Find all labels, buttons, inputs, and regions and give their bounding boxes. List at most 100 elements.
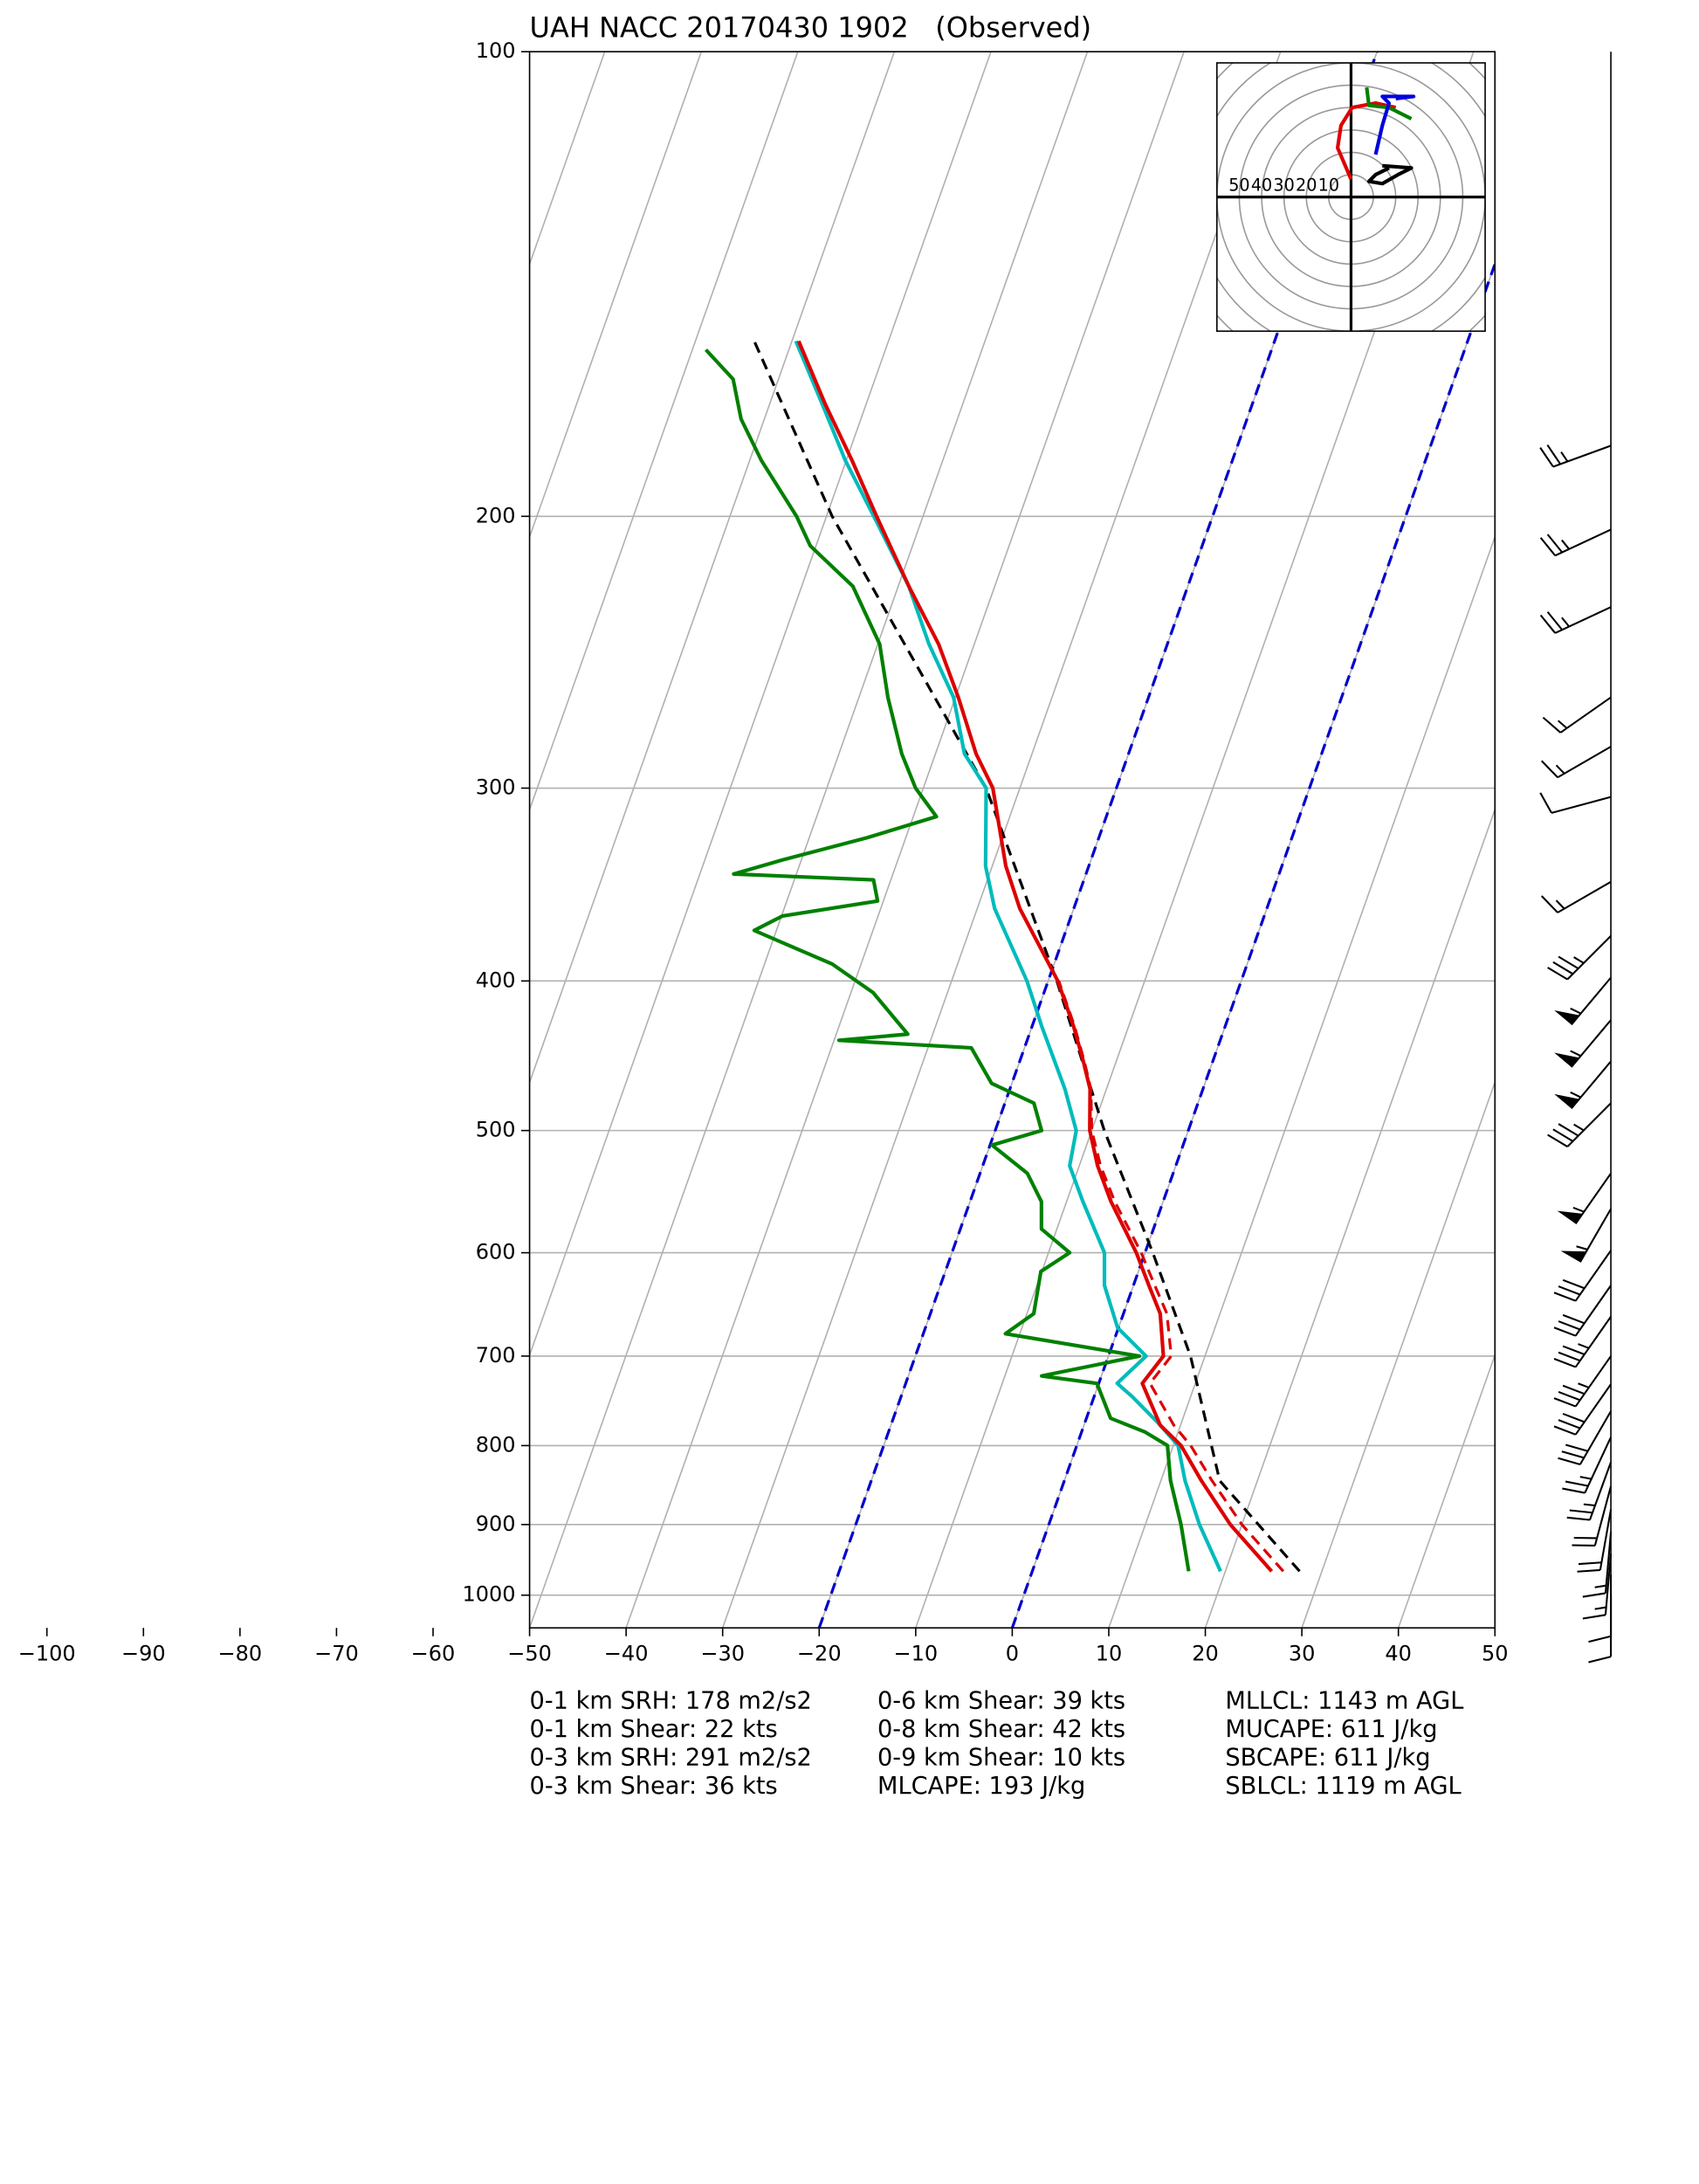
barb-staff <box>1574 1173 1612 1224</box>
wind-barb <box>1557 1173 1612 1224</box>
isotherm <box>529 52 1089 1629</box>
barb-flag <box>1554 1052 1579 1068</box>
wind-barb <box>1566 1462 1613 1521</box>
x-tick-label: −40 <box>604 1642 649 1666</box>
x-tick-label: 0 <box>1006 1642 1019 1666</box>
barb-staff <box>1574 1285 1612 1337</box>
barb-feather <box>1553 1358 1577 1368</box>
y-tick-label: 100 <box>476 38 516 63</box>
barb-feather <box>1541 760 1558 778</box>
barb-half <box>1594 1606 1606 1610</box>
wind-barb <box>1539 444 1612 468</box>
highlight-isotherm <box>817 52 1379 1629</box>
profile-line <box>704 348 1191 1572</box>
index-text: MUCAPE: 611 J/kg <box>1225 1716 1437 1743</box>
barb-staff <box>1557 880 1612 913</box>
barb-feather <box>1558 1419 1581 1430</box>
barb-half <box>1573 1123 1585 1132</box>
barb-staff <box>1574 1250 1612 1302</box>
wind-barb <box>1539 528 1612 557</box>
index-text: MLLCL: 1143 m AGL <box>1225 1687 1463 1714</box>
barb-staff <box>1566 1102 1612 1147</box>
wind-barb <box>1582 1554 1613 1620</box>
barb-feather <box>1588 1635 1612 1643</box>
barb-feather <box>1565 1443 1588 1452</box>
barb-feather <box>1558 1285 1581 1296</box>
barb-half <box>1561 539 1571 550</box>
x-tick-label: 50 <box>1482 1642 1509 1666</box>
wind-barb <box>1588 1595 1613 1664</box>
index-text: MLCAPE: 193 J/kg <box>877 1773 1085 1800</box>
isotherm <box>529 52 896 1085</box>
barb-layer <box>1539 444 1613 1664</box>
wind-barb <box>1541 880 1612 913</box>
highlight-isotherm <box>1010 259 1496 1629</box>
barb-flag <box>1554 1093 1579 1109</box>
y-tick-label: 1000 <box>462 1582 515 1607</box>
barb-half <box>1579 1476 1592 1480</box>
wind-barb <box>1542 696 1612 734</box>
barb-flag <box>1557 1210 1583 1224</box>
barb-feather <box>1578 1561 1602 1566</box>
y-tick-label: 500 <box>476 1118 516 1142</box>
wind-barb <box>1539 606 1612 634</box>
wind-barb <box>1554 1060 1612 1110</box>
wind-barb <box>1577 1509 1613 1573</box>
barb-staff <box>1554 528 1612 557</box>
barb-feather <box>1562 1412 1586 1423</box>
wind-barb <box>1582 1532 1613 1598</box>
x-tick-label: 30 <box>1289 1642 1316 1666</box>
wind-barb <box>1554 1019 1612 1068</box>
barb-flag <box>1554 1009 1579 1025</box>
y-tick-label: 200 <box>476 503 516 527</box>
barb-feather <box>1553 1292 1577 1302</box>
y-tick-label: 800 <box>476 1432 516 1457</box>
barb-feather <box>1553 1397 1577 1408</box>
x-tick-label: −100 <box>18 1642 76 1666</box>
hodograph: 50 40 30 20 10 <box>1216 63 1486 332</box>
barb-staff <box>1554 606 1612 634</box>
hodograph-line <box>1373 94 1416 155</box>
wind-barb <box>1553 1250 1612 1302</box>
chart-title: UAH NACC 20170430 1902 (Observed) <box>530 11 1092 45</box>
barb-feather <box>1539 792 1552 814</box>
barb-staff <box>1604 1532 1613 1594</box>
hodograph-ring-label: 10 <box>1318 175 1339 195</box>
barb-feather <box>1546 444 1562 465</box>
barb-feather <box>1582 1592 1606 1598</box>
barb-half <box>1572 1206 1585 1213</box>
y-tick-label: 900 <box>476 1512 516 1536</box>
barb-half <box>1578 1382 1590 1388</box>
barb-feather <box>1539 447 1554 468</box>
isotherm <box>529 52 702 540</box>
barb-feather <box>1569 1509 1593 1514</box>
wind-barb <box>1547 935 1612 981</box>
hodograph-frame <box>1216 62 1486 333</box>
barb-staff <box>1584 1436 1613 1494</box>
y-tick-label: 300 <box>476 775 516 800</box>
hodograph-line <box>1336 101 1397 180</box>
wind-barb <box>1562 1436 1613 1494</box>
barb-feather <box>1558 1457 1581 1466</box>
isotherm <box>1301 1080 1496 1629</box>
barb-half <box>1555 899 1565 910</box>
index-text: 0-6 km Shear: 39 kts <box>877 1687 1125 1714</box>
x-tick-label: −80 <box>218 1642 263 1666</box>
barb-feather <box>1558 1351 1581 1362</box>
isotherm <box>1204 807 1496 1629</box>
barb-half <box>1594 1584 1606 1588</box>
wind-barb <box>1553 1383 1612 1436</box>
x-tick-label: −50 <box>507 1642 552 1666</box>
barb-half <box>1570 1050 1582 1058</box>
y-tick-label: 600 <box>476 1240 516 1264</box>
barb-staff <box>1566 935 1612 981</box>
barb-feather <box>1542 716 1562 734</box>
isotherm <box>625 52 1185 1629</box>
x-tick-label: −90 <box>121 1642 166 1666</box>
wind-barb <box>1541 746 1612 779</box>
hodograph-line <box>1366 163 1414 186</box>
x-tick-label: −20 <box>797 1642 842 1666</box>
x-tick-label: −10 <box>894 1642 939 1666</box>
